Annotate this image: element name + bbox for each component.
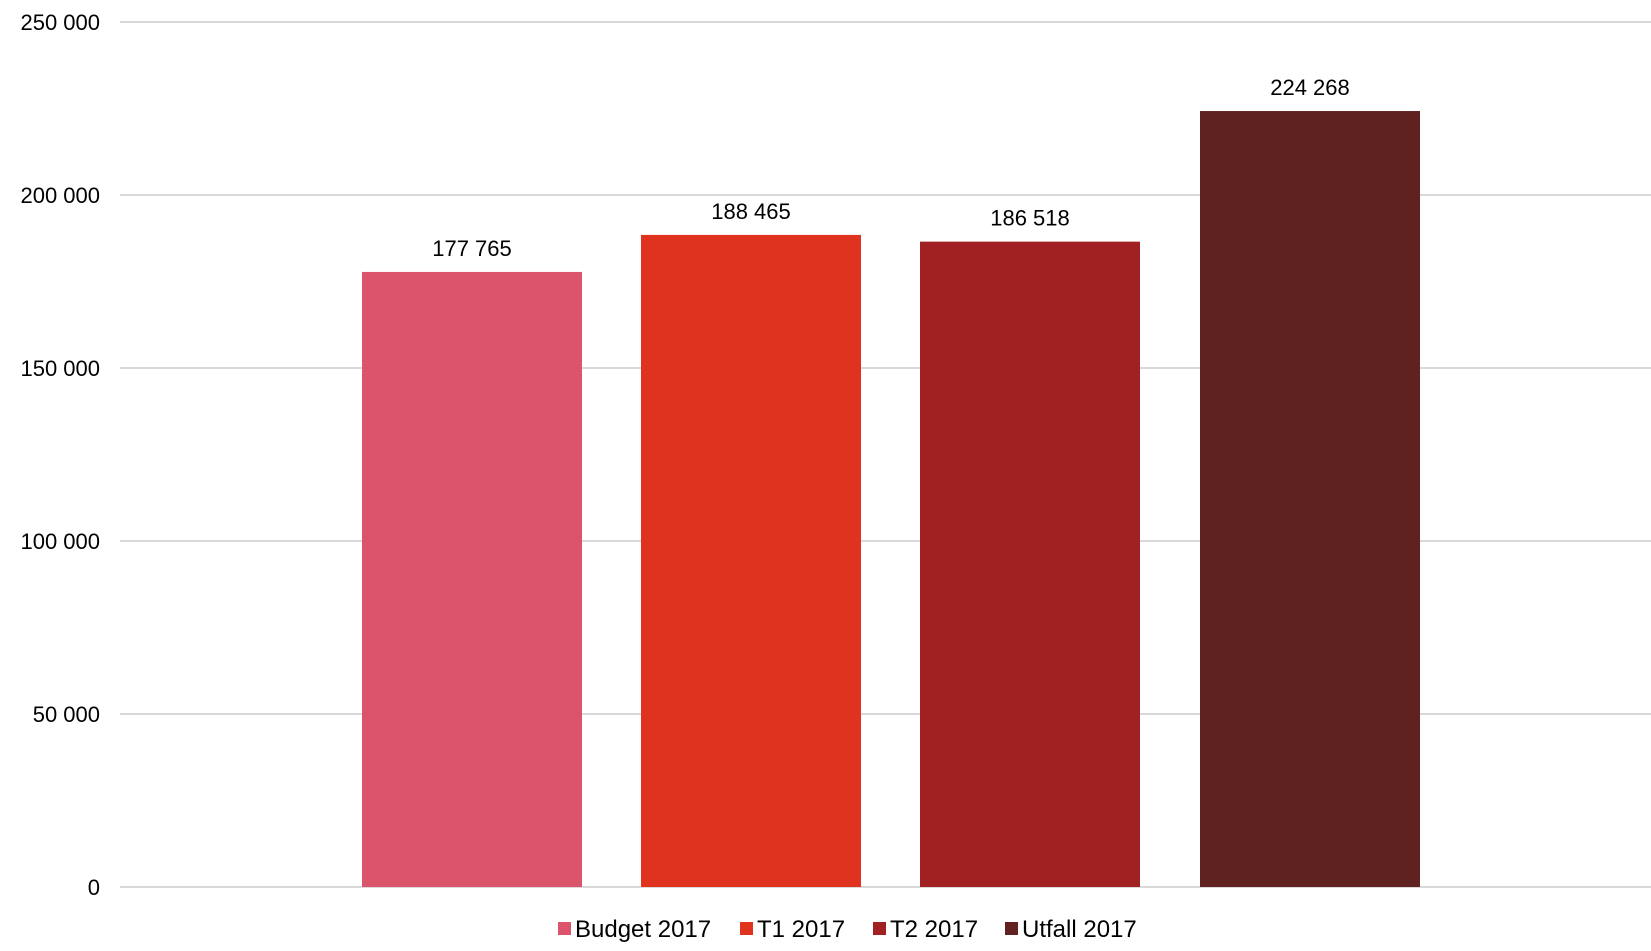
y-tick-label-0: 0 <box>88 875 100 900</box>
legend-item-1: T1 2017 <box>740 916 845 943</box>
bar-2 <box>920 241 1140 888</box>
legend-label-2: T2 2017 <box>890 916 978 943</box>
legend-swatch-2 <box>873 922 886 935</box>
data-label-2: 186 518 <box>990 206 1070 231</box>
y-tick-label-4: 200 000 <box>20 183 100 208</box>
legend-swatch-1 <box>740 922 753 935</box>
legend-label-0: Budget 2017 <box>575 916 711 943</box>
y-tick-label-3: 150 000 <box>20 356 100 381</box>
legend-label-3: Utfall 2017 <box>1022 916 1137 943</box>
bar-1 <box>641 234 861 887</box>
bar-3 <box>1200 111 1420 888</box>
bar-0 <box>362 271 582 887</box>
data-label-0: 177 765 <box>432 236 512 261</box>
legend-item-0: Budget 2017 <box>558 916 711 943</box>
y-axis-tick-labels: 0 50 000 100 000 150 000 200 000 250 000 <box>20 10 100 900</box>
y-tick-label-1: 50 000 <box>33 702 100 727</box>
legend-swatch-0 <box>558 922 571 935</box>
gridlines <box>120 21 1651 888</box>
y-tick-label-5: 250 000 <box>20 10 100 35</box>
legend-swatch-3 <box>1005 922 1018 935</box>
legend-item-2: T2 2017 <box>873 916 978 943</box>
legend-label-1: T1 2017 <box>757 916 845 943</box>
bars <box>362 111 1420 888</box>
legend: Budget 2017 T1 2017 T2 2017 Utfall 2017 <box>558 916 1137 943</box>
data-labels: 177 765 188 465 186 518 224 268 <box>432 75 1350 261</box>
y-tick-label-2: 100 000 <box>20 529 100 554</box>
legend-item-3: Utfall 2017 <box>1005 916 1137 943</box>
data-label-1: 188 465 <box>711 199 791 224</box>
data-label-3: 224 268 <box>1270 75 1350 100</box>
